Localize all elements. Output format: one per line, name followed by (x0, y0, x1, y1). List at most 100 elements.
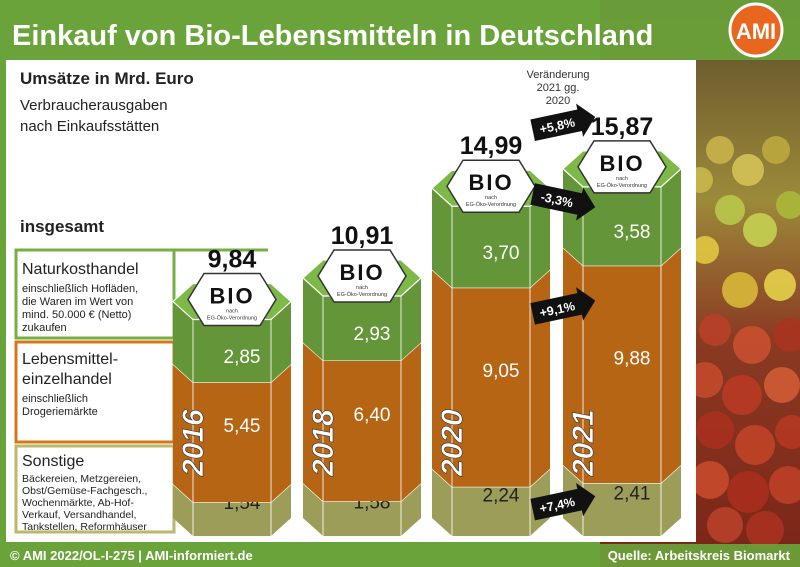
change-arrow-shape-0 (530, 482, 596, 521)
bio-seal-2016 (187, 272, 277, 327)
title-bar (0, 0, 800, 60)
ami-logo (728, 2, 784, 58)
legend-sonstige-desc-3: Wochenmärkte, Ab-Hof- (22, 497, 134, 509)
value-label-lebensmittel-2016: 5,45 (224, 416, 261, 437)
legend-lebensmittel: Lebensmittel- einzelhandel einschließlic… (14, 340, 176, 444)
legend-sonstige-box (14, 444, 176, 534)
change-arrow-0: +7,4% (530, 482, 596, 521)
value-label-naturkost-2021: 3,58 (614, 222, 651, 243)
subtitle-line-1: Verbraucherausgaben (20, 97, 168, 114)
fruit-15 (764, 367, 800, 403)
fruit-23 (746, 511, 784, 549)
year-label-2021: 2021 (567, 409, 600, 477)
legend-sonstige-desc-2: Obst/Gemüse-Fachgesch., (22, 485, 147, 497)
fruit-17 (735, 425, 775, 465)
fruit-4 (715, 195, 745, 225)
fruit-1 (732, 154, 764, 186)
fruit-10 (699, 314, 731, 346)
bio-seal-line2-2018: EG-Öko-Verordnung (337, 291, 387, 298)
fruit-2 (762, 136, 790, 164)
change-arrow-2: -3,3% (530, 183, 596, 221)
legend-sonstige: Sonstige Bäckereien, Metzgereien, Obst/G… (14, 444, 176, 534)
value-label-naturkost-2018: 2,93 (354, 324, 391, 345)
fruit-9 (764, 269, 796, 301)
bio-seal-word-2016: BIO (209, 284, 254, 309)
bio-seal-line2-2016: EG-Öko-Verordnung (207, 315, 257, 322)
fruit-16 (696, 411, 734, 449)
bar-lebensmittel-2021 (563, 247, 681, 483)
legend-lebensmittel-desc-1: einschließlich (22, 393, 88, 405)
bio-seal-line1-2021: nach (616, 176, 628, 182)
subtitle: Umsätze in Mrd. Euro (20, 69, 194, 88)
value-label-naturkost-2020: 3,70 (483, 243, 520, 264)
fruit-11 (733, 326, 771, 364)
legend-lebensmittel-box (14, 340, 176, 444)
bar-lebensmittel-2018 (303, 342, 421, 502)
produce-decoration (687, 136, 800, 549)
total-value-2021: 15,87 (591, 113, 654, 141)
change-arrow-shape-3 (530, 103, 596, 141)
legend-sonstige-desc-1: Bäckereien, Metzgereien, (22, 473, 141, 485)
footer-bar (0, 544, 800, 567)
legend-naturkost-desc-1: einschließlich Hofläden, (22, 283, 138, 295)
fruit-22 (707, 507, 743, 543)
fruit-5 (743, 213, 777, 247)
bar-lebensmittel-2016 (173, 364, 291, 503)
change-header-1: Veränderung (527, 69, 590, 81)
change-arrow-shape-2 (530, 183, 596, 221)
bar-lebensmittel-2020 (432, 269, 550, 487)
change-header-3: 2020 (546, 95, 570, 107)
fruit-7 (691, 236, 719, 264)
fruit-21 (769, 466, 800, 504)
total-value-2016: 9,84 (208, 246, 257, 274)
chart-title: Einkauf von Bio-Lebensmitteln in Deutsch… (12, 20, 653, 52)
value-label-sonstige-2020: 2,24 (483, 485, 520, 506)
year-label-2016: 2016 (177, 409, 210, 477)
legend-lebensmittel-title-1: Lebensmittel- (22, 351, 118, 368)
bar-naturkost-2021 (563, 168, 681, 266)
total-value-2020: 14,99 (460, 132, 523, 160)
legend-naturkost-desc-4: zukaufen (22, 322, 67, 334)
year-label-2018: 2018 (307, 409, 340, 477)
fruit-8 (722, 272, 758, 308)
bio-seal-word-2018: BIO (339, 260, 384, 285)
fruit-12 (773, 318, 800, 352)
fruit-14 (722, 375, 762, 415)
change-label-2: -3,3% (539, 190, 574, 210)
subtitle-line-2: nach Einkaufsstätten (20, 118, 159, 135)
value-label-sonstige-2021: 2,41 (614, 483, 651, 504)
bio-seal-2021 (577, 140, 667, 194)
legend-sonstige-desc-5: Tankstellen, Reformhäuser (22, 521, 147, 533)
legend-naturkost-desc-2: die Waren im Wert von (22, 296, 133, 308)
value-label-lebensmittel-2020: 9,05 (483, 361, 520, 382)
legend-naturkost: Naturkosthandel einschließlich Hofläden,… (14, 248, 268, 340)
bio-seal-line2-2020: EG-Öko-Verordnung (466, 201, 516, 208)
bio-seal-line1-2016: nach (226, 309, 238, 315)
bio-seal-word-2021: BIO (599, 151, 644, 176)
value-label-naturkost-2016: 2,85 (224, 347, 261, 368)
legend-sonstige-desc-4: Verkauf, Versandhandel, (22, 509, 136, 521)
year-label-2020: 2020 (436, 409, 469, 477)
total-label: insgesamt (20, 217, 104, 236)
legend-naturkost-desc-3: mind. 50.000 € (Netto) (22, 309, 131, 321)
legend-lebensmittel-title-2: einzelhandel (22, 371, 112, 388)
bio-seal-line1-2018: nach (356, 285, 368, 291)
total-value-2018: 10,91 (331, 222, 394, 250)
bio-seal-word-2020: BIO (468, 170, 513, 195)
bar-naturkost-2020 (432, 188, 550, 288)
legend-sonstige-title: Sonstige (22, 453, 84, 470)
change-header-2: 2021 gg. (537, 82, 580, 94)
stacked-bars: 1,545,452,85BIOnachEG-Öko-Verordnung9,84… (172, 103, 682, 536)
fruit-6 (776, 191, 800, 219)
value-label-lebensmittel-2018: 6,40 (354, 405, 391, 426)
fruit-19 (691, 461, 729, 499)
footer-right: Quelle: Arbeitskreis Biomarkt (608, 548, 791, 563)
legend-naturkost-box (14, 248, 176, 340)
bio-seal-2018 (317, 249, 407, 303)
fruit-20 (727, 471, 769, 513)
value-label-lebensmittel-2021: 9,88 (614, 348, 651, 369)
bio-seal-line2-2021: EG-Öko-Verordnung (597, 182, 647, 189)
bio-seal-line1-2020: nach (485, 195, 497, 201)
